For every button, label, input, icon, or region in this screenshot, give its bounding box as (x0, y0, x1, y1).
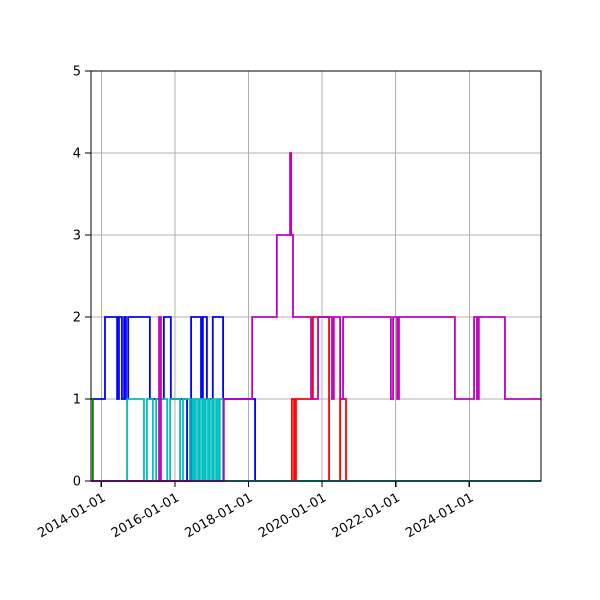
y-tick-label: 0 (73, 475, 81, 490)
y-tick-label: 4 (73, 147, 81, 162)
y-tick-label: 3 (73, 229, 81, 244)
series-line-magenta (91, 152, 541, 482)
y-tick-label: 2 (73, 311, 81, 326)
axes-spines (90, 70, 542, 482)
y-tick-label: 5 (73, 65, 81, 80)
y-tick-label: 1 (73, 393, 81, 408)
